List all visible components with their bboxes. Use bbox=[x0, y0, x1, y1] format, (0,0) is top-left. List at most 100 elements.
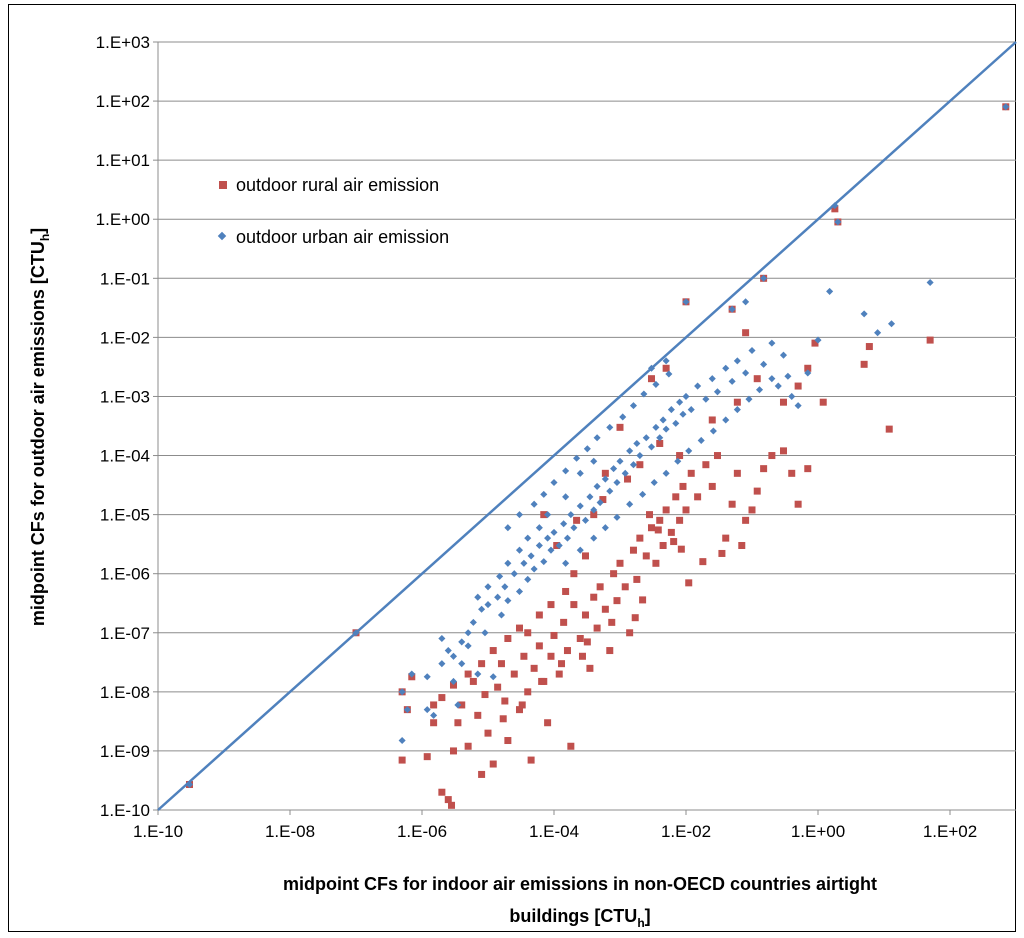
data-point-urban bbox=[619, 413, 627, 421]
data-point-rural bbox=[728, 500, 736, 508]
data-point-rural bbox=[581, 611, 589, 619]
data-point-rural bbox=[646, 511, 654, 519]
data-point-rural bbox=[438, 788, 446, 796]
data-point-rural bbox=[819, 398, 827, 406]
data-point-urban bbox=[550, 528, 558, 536]
data-point-rural bbox=[682, 506, 690, 514]
legend-marker-urban bbox=[217, 231, 227, 241]
data-point-urban bbox=[403, 706, 411, 714]
data-point-urban bbox=[497, 611, 506, 619]
data-point-rural bbox=[535, 642, 543, 650]
data-point-rural bbox=[613, 597, 621, 605]
x-tick-label: 1.E-02 bbox=[661, 822, 711, 841]
data-point-rural bbox=[560, 618, 568, 626]
data-point-urban bbox=[576, 469, 584, 477]
legend-marker-rural bbox=[219, 181, 227, 189]
x-tick-label: 1.E+00 bbox=[791, 822, 845, 841]
data-point-urban bbox=[540, 558, 548, 566]
data-point-rural bbox=[567, 742, 575, 750]
data-point-urban bbox=[510, 570, 518, 578]
data-point-urban bbox=[535, 541, 543, 550]
data-point-urban bbox=[590, 534, 598, 542]
data-point-rural bbox=[804, 465, 812, 473]
data-point-rural bbox=[469, 677, 477, 685]
data-point-urban bbox=[768, 375, 776, 383]
legend: outdoor rural air emission outdoor urban… bbox=[217, 175, 449, 247]
data-point-urban bbox=[667, 406, 675, 414]
data-point-urban bbox=[774, 382, 782, 390]
data-point-rural bbox=[590, 593, 598, 601]
data-point-rural bbox=[464, 742, 472, 750]
data-point-rural bbox=[742, 516, 750, 524]
x-axis-title-subscript: h bbox=[637, 916, 644, 930]
data-point-rural bbox=[733, 398, 741, 406]
data-point-urban bbox=[535, 524, 543, 532]
data-point-urban bbox=[408, 670, 416, 678]
data-point-urban bbox=[674, 457, 682, 465]
data-point-urban bbox=[652, 380, 660, 388]
data-point-urban bbox=[494, 593, 502, 601]
data-point-urban bbox=[826, 287, 834, 295]
data-point-urban bbox=[530, 565, 538, 573]
data-point-urban bbox=[562, 493, 570, 501]
data-point-urban bbox=[563, 534, 572, 542]
x-tick-label: 1.E-06 bbox=[397, 822, 447, 841]
data-point-urban bbox=[570, 524, 578, 532]
data-point-urban bbox=[474, 670, 482, 678]
data-point-rural bbox=[768, 452, 776, 460]
data-point-rural bbox=[865, 343, 873, 351]
data-point-rural bbox=[685, 579, 693, 587]
data-point-rural bbox=[454, 719, 462, 727]
data-point-urban bbox=[438, 660, 446, 668]
data-point-rural bbox=[629, 546, 637, 554]
data-point-rural bbox=[885, 425, 893, 433]
y-axis-title-main: midpoint CFs for outdoor air emissions [… bbox=[28, 241, 48, 626]
data-point-rural bbox=[708, 482, 716, 490]
data-point-rural bbox=[501, 697, 509, 705]
data-point-urban bbox=[454, 701, 462, 709]
data-point-urban bbox=[524, 534, 532, 542]
data-point-rural bbox=[753, 375, 761, 383]
x-tick-label: 1.E-04 bbox=[529, 822, 579, 841]
y-tick-label: 1.E+02 bbox=[96, 92, 150, 111]
data-point-urban bbox=[784, 372, 792, 380]
data-point-rural bbox=[430, 701, 438, 709]
data-point-urban bbox=[430, 711, 438, 719]
data-point-rural bbox=[601, 469, 609, 477]
data-point-rural bbox=[583, 638, 591, 646]
data-point-rural bbox=[631, 614, 639, 622]
data-point-rural bbox=[656, 439, 664, 447]
data-point-rural bbox=[670, 538, 678, 546]
data-point-urban bbox=[590, 506, 598, 514]
data-point-urban bbox=[527, 552, 535, 560]
data-point-urban bbox=[464, 629, 472, 637]
data-point-rural bbox=[639, 596, 647, 604]
data-point-urban bbox=[682, 298, 690, 306]
data-point-urban bbox=[676, 398, 684, 406]
data-point-urban bbox=[874, 329, 882, 337]
data-point-rural bbox=[555, 670, 563, 678]
data-point-rural bbox=[616, 423, 624, 431]
x-axis-title-line2-main: buildings [CTU bbox=[509, 906, 637, 926]
data-point-rural bbox=[504, 634, 512, 642]
data-point-urban bbox=[581, 516, 590, 524]
data-point-urban bbox=[550, 478, 558, 487]
data-point-urban bbox=[629, 461, 638, 469]
data-point-rural bbox=[636, 534, 644, 542]
data-point-urban bbox=[742, 298, 750, 306]
data-point-urban bbox=[530, 500, 538, 508]
data-point-rural bbox=[423, 753, 431, 761]
data-point-rural bbox=[590, 511, 598, 519]
data-point-urban bbox=[560, 520, 568, 528]
data-point-urban bbox=[613, 478, 621, 487]
data-point-urban bbox=[562, 467, 570, 475]
data-points bbox=[185, 103, 1010, 809]
data-point-rural bbox=[722, 534, 730, 542]
data-point-rural bbox=[448, 801, 456, 809]
data-point-urban bbox=[515, 546, 524, 554]
data-point-urban bbox=[458, 660, 466, 668]
data-point-urban bbox=[662, 357, 670, 365]
data-point-rural bbox=[524, 629, 532, 637]
x-axis-title-close: ] bbox=[645, 906, 651, 926]
data-point-urban bbox=[662, 469, 670, 477]
